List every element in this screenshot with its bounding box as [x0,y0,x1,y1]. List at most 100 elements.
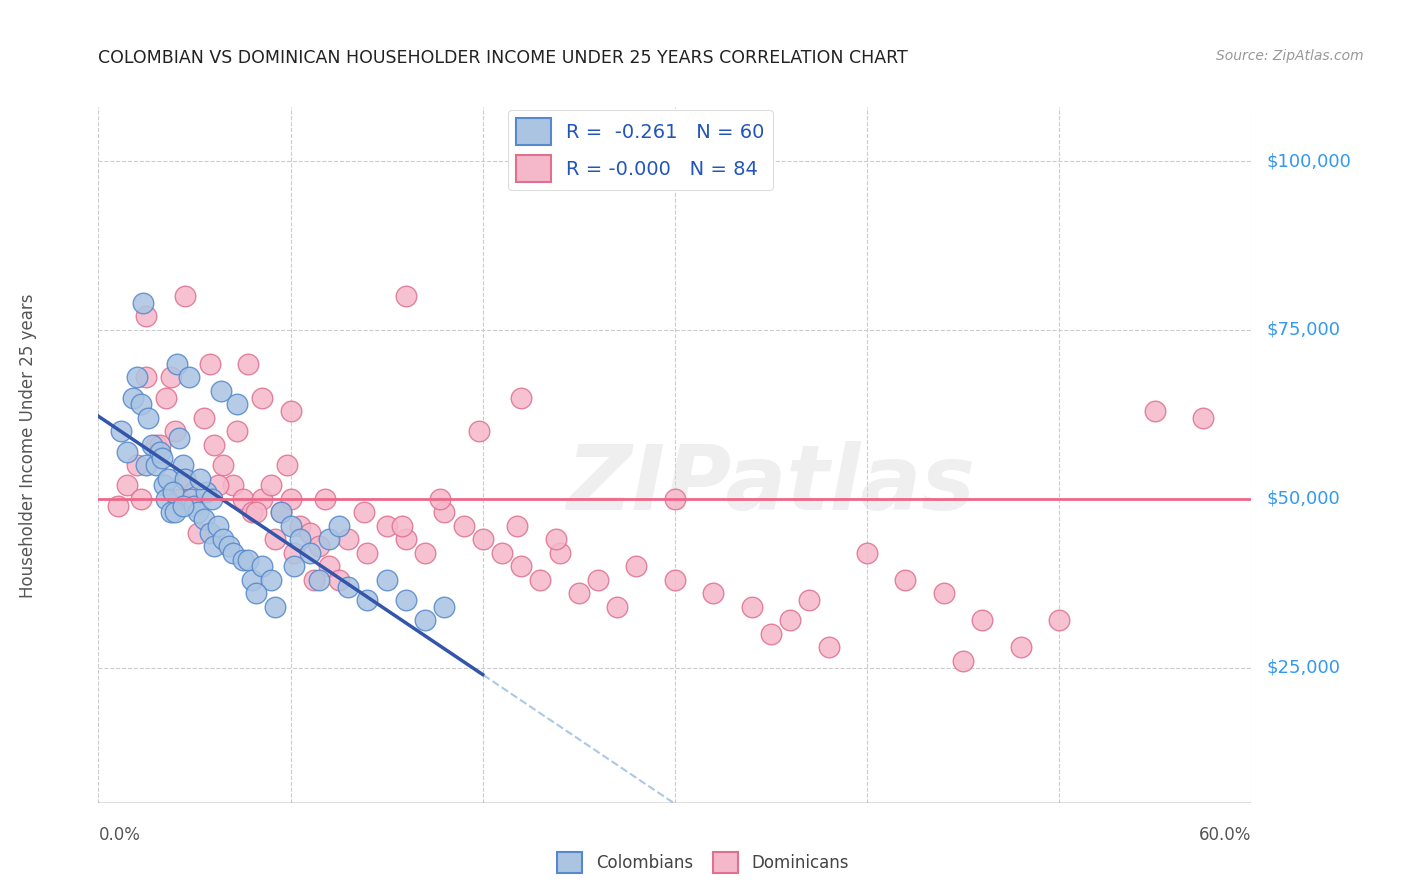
Point [180,491,202,506]
Point [308,539,330,553]
Point [183,485,205,500]
Point [548,546,571,560]
Point [141,438,163,452]
Point [201,491,224,506]
Point [298,525,321,540]
Point [586,573,609,587]
Point [187,525,209,540]
Point [160,505,183,519]
Point [318,533,340,547]
Point [568,586,591,600]
Point [172,499,194,513]
Point [741,599,763,614]
Point [356,593,378,607]
Point [238,357,260,371]
Point [544,533,567,547]
Point [245,505,267,519]
Point [375,573,398,587]
Point [280,491,302,506]
Point [149,438,172,452]
Point [283,546,305,560]
Point [413,546,436,560]
Point [245,586,267,600]
Point [453,519,475,533]
Point [328,573,350,587]
Point [240,573,263,587]
Point [135,458,157,472]
Point [779,614,801,628]
Point [188,472,211,486]
Point [337,533,360,547]
Point [314,491,336,506]
Point [260,478,283,492]
Point [202,539,225,553]
Point [198,525,221,540]
Point [193,410,215,425]
Point [1192,410,1215,425]
Point [156,472,179,486]
Point [626,559,648,574]
Point [125,370,148,384]
Text: $100,000: $100,000 [1267,152,1351,170]
Point [202,438,225,452]
Point [353,505,375,519]
Point [264,533,287,547]
Point [195,485,218,500]
Legend: R =  -0.261   N = 60, R = -0.000   N = 84: R = -0.261 N = 60, R = -0.000 N = 84 [508,110,772,190]
Text: $25,000: $25,000 [1267,658,1341,677]
Point [209,384,232,398]
Point [117,444,138,458]
Point [302,573,325,587]
Point [290,533,312,547]
Point [155,491,177,506]
Point [356,546,378,560]
Point [510,559,533,574]
Point [155,391,177,405]
Point [433,505,456,519]
Point [395,533,418,547]
Point [238,552,260,566]
Point [131,296,153,310]
Text: Source: ZipAtlas.com: Source: ZipAtlas.com [1216,49,1364,63]
Point [318,559,340,574]
Point [413,614,436,628]
Point [240,505,263,519]
Point [174,289,197,303]
Point [375,519,398,533]
Point [122,391,145,405]
Point [231,491,254,506]
Point [506,519,529,533]
Point [222,478,245,492]
Point [225,397,247,411]
Text: COLOMBIAN VS DOMINICAN HOUSEHOLDER INCOME UNDER 25 YEARS CORRELATION CHART: COLOMBIAN VS DOMINICAN HOUSEHOLDER INCOM… [98,49,908,67]
Text: 60.0%: 60.0% [1199,827,1251,845]
Point [174,472,197,486]
Point [260,573,283,587]
Point [328,519,350,533]
Point [145,458,167,472]
Point [225,424,247,438]
Point [702,586,724,600]
Point [198,357,221,371]
Point [395,593,418,607]
Point [510,391,533,405]
Point [664,573,686,587]
Point [167,431,190,445]
Point [129,397,152,411]
Point [283,559,305,574]
Point [429,491,451,506]
Point [165,424,187,438]
Point [606,599,628,614]
Point [193,512,215,526]
Point [391,519,413,533]
Point [166,357,188,371]
Point [145,438,167,452]
Point [162,485,184,500]
Point [160,370,183,384]
Text: $50,000: $50,000 [1267,490,1340,508]
Point [298,546,321,560]
Point [250,391,273,405]
Point [125,458,148,472]
Point [972,614,994,628]
Point [280,404,302,418]
